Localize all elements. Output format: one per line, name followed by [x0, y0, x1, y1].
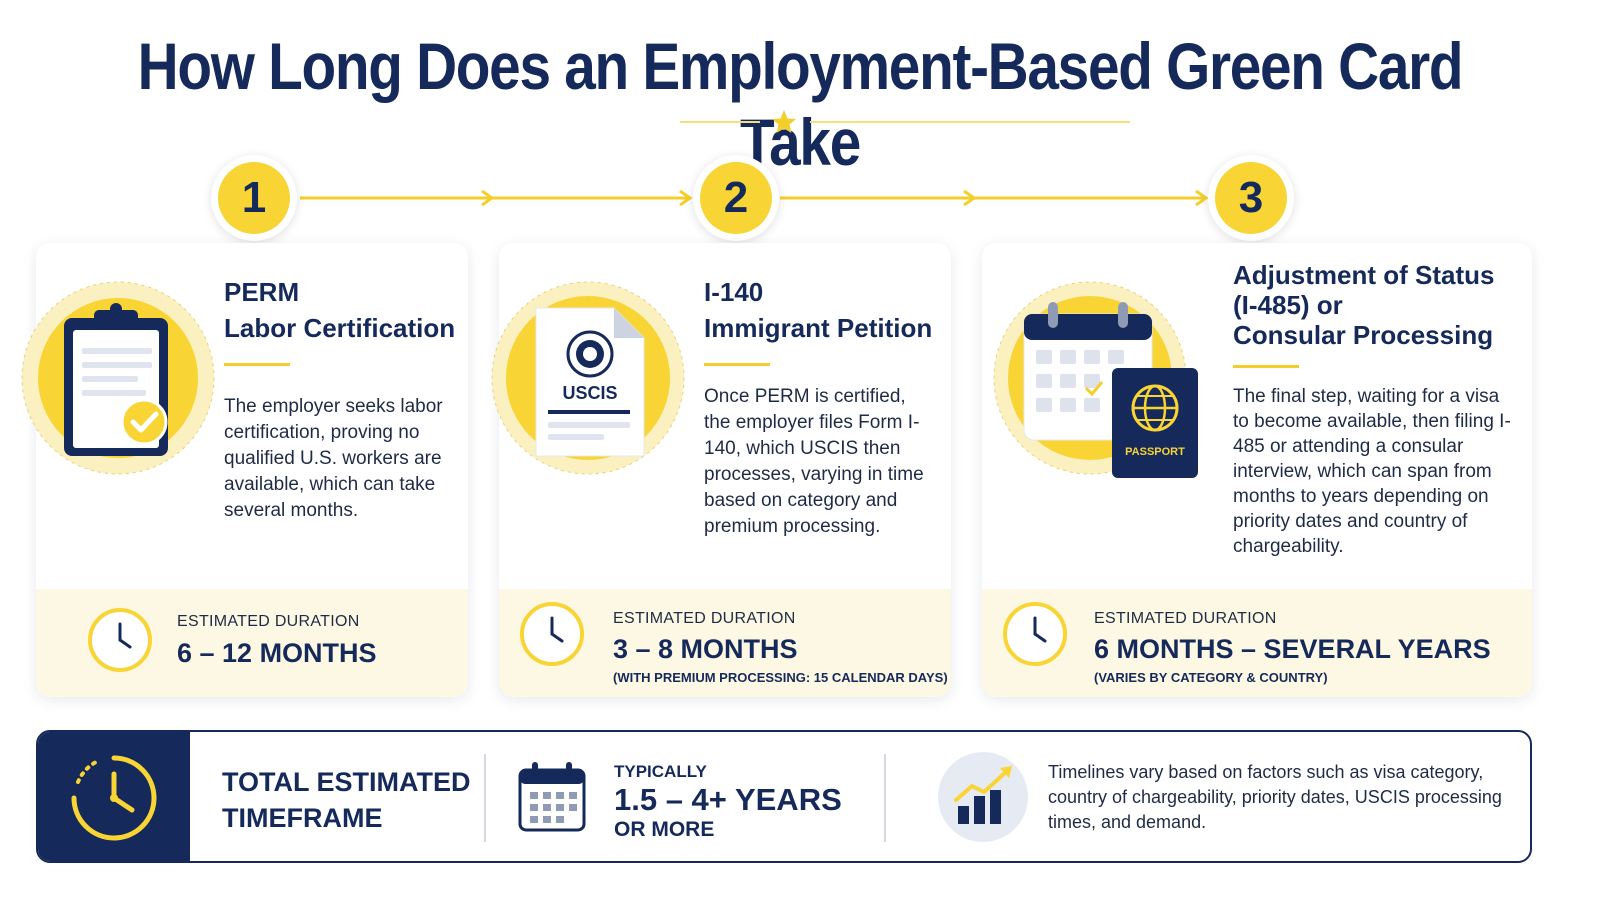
step-3-card — [982, 243, 1532, 697]
step-3-description: The final step, waiting for a visa to be… — [1233, 386, 1511, 557]
step-1-duration-value: 6 – 12 MONTHS — [177, 638, 377, 668]
step-2-number: 2 — [700, 162, 772, 234]
summary-bar: TOTAL ESTIMATED TIMEFRAME TYPICALLY 1.5 … — [36, 730, 1532, 863]
step-3-duration-label: ESTIMATED DURATION — [1094, 610, 1277, 627]
step-2-description: Once PERM is certified, the employer fil… — [704, 386, 924, 537]
total-range: 1.5 – 4+ YEARS — [614, 782, 842, 817]
summary-icon-panel — [38, 732, 190, 861]
divider — [484, 754, 486, 842]
step-2-title: I-140 Immigrant Petition — [704, 277, 933, 343]
clipboard-check-icon — [21, 281, 215, 475]
uscis-document-icon: USCIS — [491, 281, 685, 475]
step-1-description: The employer seeks labor certification, … — [224, 396, 443, 521]
step-1-rule — [224, 363, 290, 366]
title-divider — [680, 110, 1130, 133]
step-1-duration-label: ESTIMATED DURATION — [177, 613, 360, 630]
or-more-label: OR MORE — [614, 818, 715, 841]
step-connector — [300, 189, 1209, 207]
passport-label: PASSPORT — [1125, 446, 1185, 458]
step-2-duration-value: 3 – 8 MONTHS — [613, 634, 798, 664]
step-1-title: PERM Labor Certification — [224, 277, 456, 343]
clock-icon — [520, 602, 584, 666]
step-3-title: Adjustment of Status (I-485) or Consular… — [1233, 260, 1495, 350]
clock-icon — [71, 755, 157, 841]
uscis-label: USCIS — [562, 383, 617, 403]
step-3-duration-value: 6 MONTHS – SEVERAL YEARS — [1094, 634, 1491, 664]
page-title: How Long Does an Employment-Based Green … — [137, 29, 1464, 179]
step-1-number: 1 — [218, 162, 290, 234]
step-3-rule — [1233, 365, 1299, 368]
step-3-duration-note: (VARIES BY CATEGORY & COUNTRY) — [1094, 670, 1328, 685]
typically-label: TYPICALLY — [614, 762, 707, 781]
step-2-duration-note: (WITH PREMIUM PROCESSING: 15 CALENDAR DA… — [613, 670, 948, 685]
clock-icon — [1003, 602, 1067, 666]
step-2-duration-label: ESTIMATED DURATION — [613, 610, 796, 627]
duration-panel — [982, 589, 1532, 697]
growth-chart-icon — [938, 752, 1028, 842]
step-1-badge: 1 — [211, 155, 297, 241]
calendar-passport-icon: PASSPORT — [993, 281, 1198, 478]
step-3-badge: 3 — [1208, 155, 1294, 241]
summary-note: Timelines vary based on factors such as … — [1048, 762, 1502, 832]
step-2-rule — [704, 363, 770, 366]
step-2-badge: 2 — [693, 155, 779, 241]
clock-icon — [88, 608, 152, 672]
calendar-icon — [518, 762, 586, 832]
step-3-number: 3 — [1215, 162, 1287, 234]
total-timeframe-label: TOTAL ESTIMATED TIMEFRAME — [222, 767, 471, 833]
divider — [884, 754, 886, 842]
star-icon — [772, 110, 796, 133]
